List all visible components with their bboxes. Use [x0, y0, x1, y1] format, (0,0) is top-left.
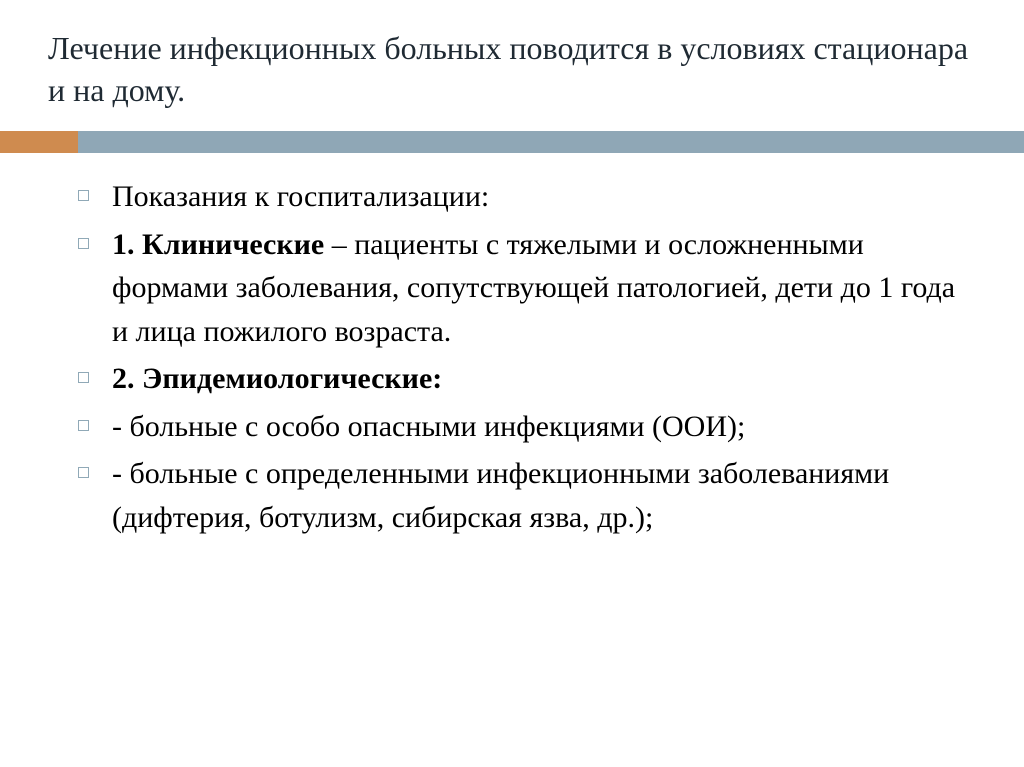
list-item: 1. Клинические – пациенты с тяжелыми и о… [78, 223, 976, 354]
bullet-list: Показания к госпитализации: 1. Клиническ… [78, 175, 976, 539]
slide-title: Лечение инфекционных больных поводится в… [48, 28, 976, 111]
divider-accent-right [78, 131, 1024, 153]
list-item-text: Показания к госпитализации: [112, 180, 489, 213]
slide-title-area: Лечение инфекционных больных поводится в… [0, 0, 1024, 131]
list-item: 2. Эпидемиологические: [78, 357, 976, 401]
list-item: - больные с особо опасными инфекциями (О… [78, 405, 976, 449]
list-item: Показания к госпитализации: [78, 175, 976, 219]
list-item: - больные с определенными инфекционными … [78, 452, 976, 539]
list-item-text: - больные с особо опасными инфекциями (О… [112, 410, 745, 443]
slide: Лечение инфекционных больных поводится в… [0, 0, 1024, 767]
list-item-lead: 1. Клинические [112, 228, 324, 261]
divider-accent-left [0, 131, 78, 153]
list-item-text: - больные с определенными инфекционными … [112, 457, 889, 534]
slide-body: Показания к госпитализации: 1. Клиническ… [0, 153, 1024, 573]
list-item-lead: 2. Эпидемиологические: [112, 362, 442, 395]
divider-bar [0, 131, 1024, 153]
